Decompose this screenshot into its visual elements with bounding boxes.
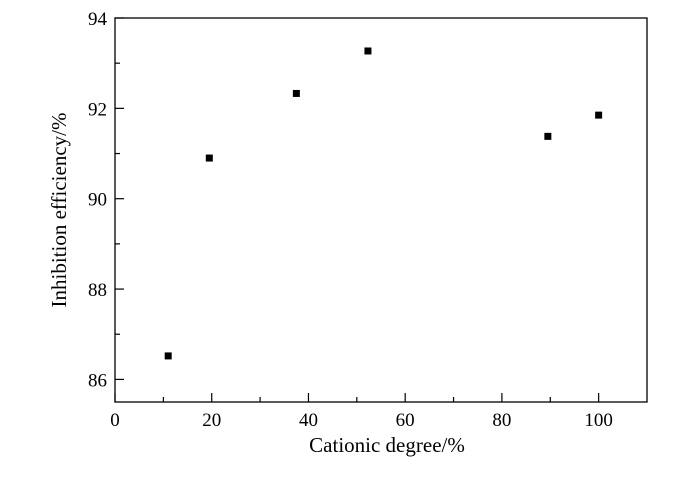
data-point [544, 132, 552, 140]
x-tick-label: 80 [492, 410, 511, 431]
data-point [164, 352, 172, 360]
y-tick-label: 88 [88, 280, 107, 301]
data-points [164, 47, 603, 360]
x-tick-label: 20 [202, 410, 221, 431]
y-axis-ticks: 86 88 90 92 94 [88, 9, 124, 391]
y-axis-label: Inhibition efficiency/% [47, 113, 71, 308]
x-axis-label: Cationic degree/% [309, 433, 465, 457]
plot-frame [114, 17, 648, 403]
y-tick-label: 94 [88, 9, 108, 30]
y-tick-label: 90 [88, 190, 107, 211]
x-tick-label: 100 [584, 410, 613, 431]
x-tick-label: 40 [299, 410, 318, 431]
x-tick-label: 0 [110, 410, 120, 431]
data-point [292, 89, 300, 97]
data-point [364, 47, 372, 55]
x-axis-ticks: 0 20 40 60 80 100 [110, 393, 613, 431]
data-point [205, 154, 213, 162]
data-point [595, 111, 603, 119]
y-tick-label: 86 [88, 370, 107, 391]
x-tick-label: 60 [396, 410, 415, 431]
y-tick-label: 92 [88, 99, 107, 120]
